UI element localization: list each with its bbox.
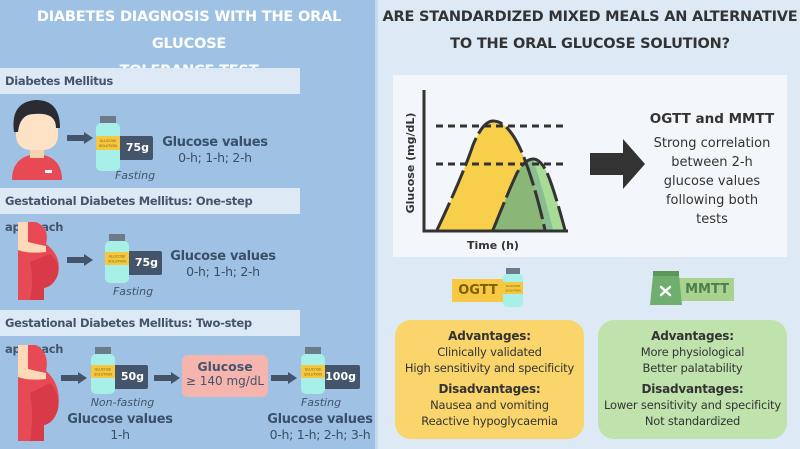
glucose-bottle-icon: GLUCOSE SOLUTION [503, 268, 523, 307]
conclusion-text: OGTT and MMTT Strong correlation between… [649, 111, 775, 227]
arrow-right-icon [61, 372, 87, 384]
ogtt-card: Advantages: Clinically validated High se… [395, 320, 584, 439]
y-axis-label: Glucose (mg/dL) [404, 113, 417, 214]
mmtt-label: MMTT [676, 278, 734, 301]
svg-text:GLUCOSE: GLUCOSE [305, 368, 322, 372]
man-icon [12, 100, 62, 180]
svg-text:SOLUTION: SOLUTION [505, 289, 520, 293]
section-heading-gdm-two-step: Gestational Diabetes Mellitus: Two-step … [0, 310, 300, 356]
condition-label: Non-fasting [90, 396, 155, 409]
svg-text:SOLUTION: SOLUTION [108, 260, 126, 264]
condition-label: Fasting [112, 285, 154, 298]
svg-text:GLUCOSE: GLUCOSE [95, 368, 112, 372]
threshold-box: Glucose ≥ 140 mg/dL [182, 355, 268, 397]
big-arrow-icon [590, 139, 645, 189]
section-heading-dm: Diabetes Mellitus [0, 68, 300, 94]
arrow-right-icon [271, 372, 297, 384]
right-title: ARE STANDARDIZED MIXED MEALS AN ALTERNAT… [382, 9, 798, 52]
meal-bag-icon [650, 271, 682, 305]
condition-label: Fasting [300, 396, 342, 409]
arrow-right-icon [67, 132, 93, 144]
glucose-bottle-icon: GLUCOSE SOLUTION [301, 347, 325, 394]
x-axis-label: Time (h) [467, 239, 519, 252]
glucose-values: Glucose values 0-h; 1-h; 2-h [162, 135, 268, 165]
glucose-values: Glucose values 0-h; 1-h; 2-h; 3-h [267, 412, 373, 442]
glucose-values: Glucose values 1-h [67, 412, 173, 442]
svg-text:SOLUTION: SOLUTION [94, 373, 112, 377]
pregnant-woman-icon [18, 222, 59, 300]
glucose-bottle-icon: GLUCOSE SOLUTION [91, 347, 115, 394]
svg-text:GLUCOSE: GLUCOSE [109, 255, 126, 259]
arrow-right-icon [67, 254, 93, 266]
condition-label: Fasting [114, 169, 156, 182]
svg-text:SOLUTION: SOLUTION [99, 144, 117, 148]
svg-text:GLUCOSE: GLUCOSE [100, 139, 117, 143]
svg-text:GLUCOSE: GLUCOSE [506, 284, 520, 288]
svg-text:SOLUTION: SOLUTION [304, 373, 322, 377]
pregnant-woman-icon [18, 345, 59, 441]
glucose-bottle-icon: GLUCOSE SOLUTION [96, 116, 120, 171]
section-heading-gdm-one-step: Gestational Diabetes Mellitus: One-step … [0, 188, 300, 234]
ogtt-label: OGTT [452, 279, 504, 302]
arrow-right-icon [154, 372, 180, 384]
glucose-bottle-icon: GLUCOSE SOLUTION [105, 234, 129, 283]
mmtt-card: Advantages: More physiological Better pa… [598, 320, 787, 439]
glucose-values: Glucose values 0-h; 1-h; 2-h [170, 249, 276, 279]
chart-axes [422, 90, 568, 233]
glucose-curve-illustration: Glucose (mg/dL) Time (h) [404, 90, 645, 252]
